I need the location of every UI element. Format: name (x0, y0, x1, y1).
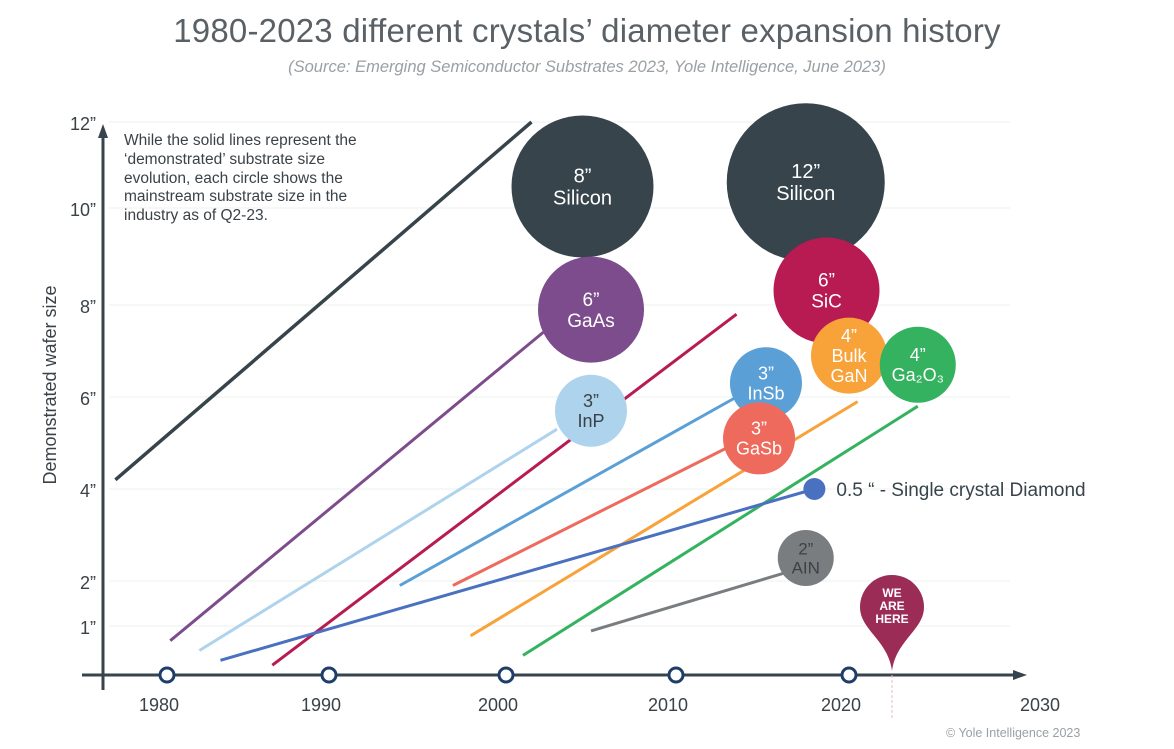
bubble-size-insb: 3” (758, 364, 774, 384)
bubble-size-gasb: 3” (751, 419, 767, 439)
x-tick-label: 2020 (821, 695, 861, 715)
bubble-sic (773, 237, 880, 344)
x-tick-label: 1980 (139, 695, 179, 715)
bubble-size-aln: 2” (798, 539, 813, 558)
x-axis-arrow-icon (1013, 670, 1027, 680)
bubble-inp (555, 374, 627, 447)
y-tick-label: 6” (80, 389, 96, 409)
bubble-bulk-gan (811, 317, 887, 394)
bubble-label-gaas: GaAs (567, 311, 615, 332)
series-line-ga2o3 (522, 404, 919, 657)
chart-subtitle: (Source: Emerging Semiconductor Substrat… (288, 58, 886, 76)
bubble-label-inp: InP (577, 411, 604, 431)
x-tick-marker (497, 666, 515, 684)
bubble-size-ga2o3: 4” (910, 345, 926, 365)
series-line-inp (198, 427, 558, 652)
marker-label: HERE (875, 612, 908, 626)
bubble-label-single-crystal-diamond: 0.5 “ - Single crystal Diamond (836, 480, 1085, 501)
bubble-ga2o3 (879, 326, 956, 403)
y-tick-label: 10” (70, 200, 96, 220)
x-tick-label: 1990 (301, 695, 341, 715)
y-axis-arrow-icon (98, 124, 108, 138)
series-line-aln (590, 570, 789, 633)
bubble-gasb (723, 402, 796, 475)
bubble-size-bulk-gan: 4” (841, 326, 857, 346)
y-tick-label: 1” (80, 618, 96, 638)
y-tick-label: 2” (80, 573, 96, 593)
x-tick-marker (158, 666, 176, 684)
x-tick-marker (320, 666, 338, 684)
bubble-label-silicon: Silicon (776, 183, 835, 205)
chart-title: 1980-2023 different crystals’ diameter e… (173, 12, 1001, 49)
bubble-gaas (538, 256, 644, 363)
bubble-size-sic: 6” (818, 271, 835, 292)
series-line-sic (271, 313, 738, 667)
bubble-label-bulk-gan: GaN (830, 366, 867, 386)
copyright: © Yole Intelligence 2023 (946, 726, 1081, 740)
we-are-here-pin-icon (860, 575, 924, 671)
y-tick-label: 8” (80, 297, 96, 317)
x-tick-label: 2000 (478, 695, 518, 715)
bubble-size-silicon: 8” (574, 166, 592, 188)
marker-label: ARE (879, 599, 904, 613)
bubble-label-silicon: Silicon (553, 188, 612, 210)
bubble-insb (729, 347, 802, 420)
bubble-label-ga2o3: Ga₂O₃ (892, 365, 944, 385)
bubble-size-gaas: 6” (583, 290, 600, 311)
bubble-silicon (726, 103, 885, 262)
bubble-label-sic: SiC (811, 292, 842, 313)
bubble-silicon (511, 115, 654, 258)
bubble-size-inp: 3” (583, 391, 599, 411)
bubble-single-crystal-diamond (803, 478, 826, 500)
x-tick-label: 2010 (648, 695, 688, 715)
bubble-label-insb: InSb (747, 384, 784, 404)
series-line-single-crystal-diamond (220, 487, 815, 662)
series-line-insb (399, 395, 738, 587)
annotation-note: While the solid lines represent the ‘dem… (124, 132, 357, 225)
y-tick-label: 12” (70, 114, 96, 134)
marker-label: WE (882, 586, 901, 600)
x-tick-label: 2030 (1020, 695, 1060, 715)
bubble-size-silicon: 12” (791, 161, 820, 183)
y-tick-label: 4” (80, 481, 96, 501)
series-line-silicon (114, 120, 533, 482)
x-tick-marker (667, 666, 685, 684)
bubble-aln (777, 530, 834, 586)
bubble-label-bulk-gan: Bulk (831, 346, 867, 366)
x-tick-marker (840, 666, 858, 684)
series-line-gaas (169, 326, 550, 642)
series-line-gasb (452, 441, 738, 587)
y-axis-label: Demonstrated wafer size (40, 285, 60, 484)
bubble-label-gasb: GaSb (736, 439, 782, 459)
bubble-label-aln: AIN (792, 558, 820, 577)
